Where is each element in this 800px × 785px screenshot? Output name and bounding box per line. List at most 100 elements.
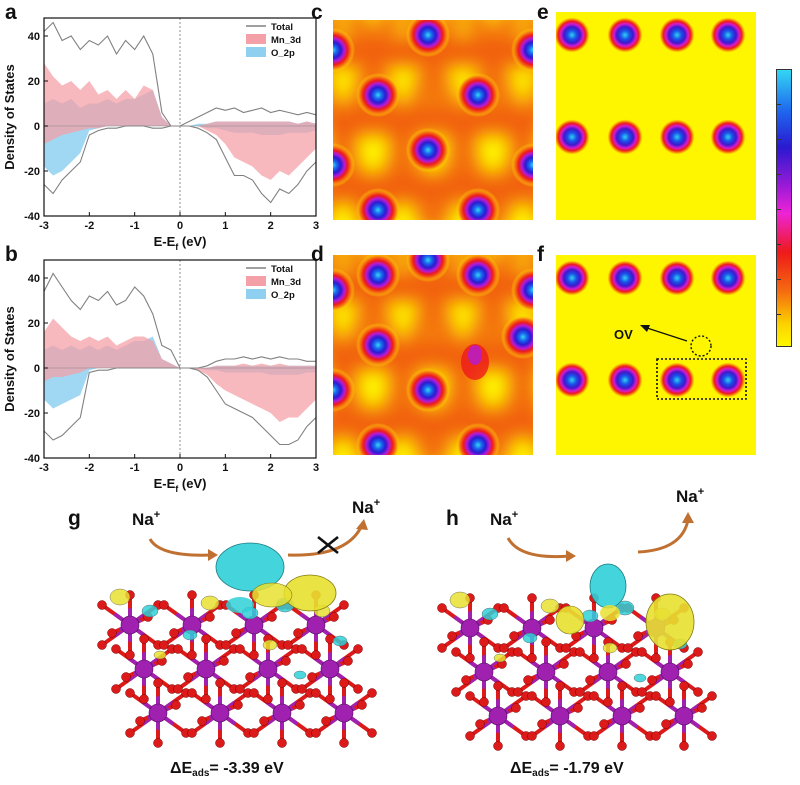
na-ion-incoming-charge: + [512,509,518,521]
panel-label-c: c [311,1,323,24]
charge-center [659,260,695,296]
charge-center [406,255,450,282]
isosurface-blob [602,642,618,654]
mn-atom [134,659,154,679]
o-atom [205,612,215,622]
charge-map-f-svg: OV [556,255,756,455]
o-atom [683,659,693,669]
o-atom [201,694,211,704]
charge-center [710,260,746,296]
energy-prefix: ΔE [510,760,533,777]
energy-label-g: ΔEads= -3.39 eV [170,760,284,779]
legend-label-o-2p: O_2p [271,290,295,301]
y-tick-label: -20 [24,166,40,178]
o-atom [499,603,509,613]
o-atom [589,731,599,741]
charge-center [456,188,500,220]
o-atom [573,703,583,713]
panel-label-g: g [68,507,81,530]
o-atom [617,741,627,751]
na-ion-outgoing: Na+ [352,497,380,517]
x-tick-label: 1 [222,220,228,232]
mn-atom [320,659,340,679]
dos-chart-a-svg: -3 -2 -1 0 1 2 3 -40 -20 0 20 40 E-Ef (eV) Density of… [2,17,319,252]
o-atom [125,688,135,698]
charge-center [556,260,590,296]
x-tick-label: 3 [313,220,319,232]
o-atom [637,647,647,657]
legend-label-total: Total [271,22,293,33]
mn-atom [612,706,632,726]
legend-swatch-mn-3d [246,276,266,286]
o-atom [159,640,169,650]
o-atom [343,656,353,666]
bonding-link [333,322,382,455]
y-tick-label: 0 [34,363,40,375]
o-atom [267,612,277,622]
o-atom [153,738,163,748]
y-axis-label: Density of States [2,64,17,169]
o-atom [541,637,551,647]
bonding-link [424,20,522,220]
o-atom [139,634,149,644]
o-atom [635,703,645,713]
structure-g: Na+ Na+ [90,495,380,755]
o-atom [125,650,135,660]
o-atom [451,647,461,657]
mn-atom [488,706,508,726]
outgoing-arrow [287,524,364,557]
colorbar [776,69,792,347]
series-mn-3d-up-area [44,63,316,126]
mn-atom [550,706,570,726]
isosurface-blob [581,609,599,623]
o-atom [259,716,269,726]
mn-atom [148,703,168,723]
charge-map-c-svg [333,20,533,220]
o-atom [367,688,377,698]
o-atom [679,681,689,691]
dos-chart-b: -3 -2 -1 0 1 2 3 -40 -20 0 20 40 E-Ef (eV) Density of… [0,252,320,494]
x-axis-label-unit: (eV) [178,476,206,491]
o-atom [461,675,471,685]
structure-h: Na+ Na+ [430,478,730,755]
o-atom [509,631,519,641]
charge-center [406,128,450,172]
energy-subscript: ads [192,768,210,779]
o-atom [125,728,135,738]
o-atom [97,600,107,610]
charge-center [556,119,590,155]
charge-center [333,28,355,72]
x-axis-label-unit: (eV) [178,234,206,249]
adsorbate-cyan-lobe [215,542,285,592]
legend-swatch-o-2p [246,47,266,57]
o-atom [451,687,461,697]
x-tick-label: 1 [222,462,228,474]
o-atom [297,684,307,694]
x-tick-label: -1 [130,462,140,474]
mn-atom [474,662,494,682]
bonding-link [484,87,533,220]
charge-center [607,362,643,398]
o-atom [139,694,149,704]
o-atom [281,656,291,666]
o-atom [575,647,585,657]
charge-map-f: OV [556,255,756,455]
adsorbate-yellow-lobe [645,593,695,651]
o-atom [527,691,537,701]
charge-center [511,268,533,312]
o-atom [707,691,717,701]
na-ion-incoming: Na+ [132,509,160,529]
o-atom [325,694,335,704]
panel-label-h: h [446,507,459,530]
energy-subscript: ads [532,768,550,779]
panel-label-f: f [537,243,544,266]
charge-center [456,73,500,117]
charge-center [456,423,500,455]
x-tick-label: -2 [84,220,94,232]
legend-label-mn-3d: Mn_3d [271,35,301,46]
isosurface-blob [449,591,471,609]
o-atom [647,675,657,685]
o-atom [231,628,241,638]
o-atom [561,643,571,653]
na-ion-outgoing-symbol: Na [352,498,374,517]
